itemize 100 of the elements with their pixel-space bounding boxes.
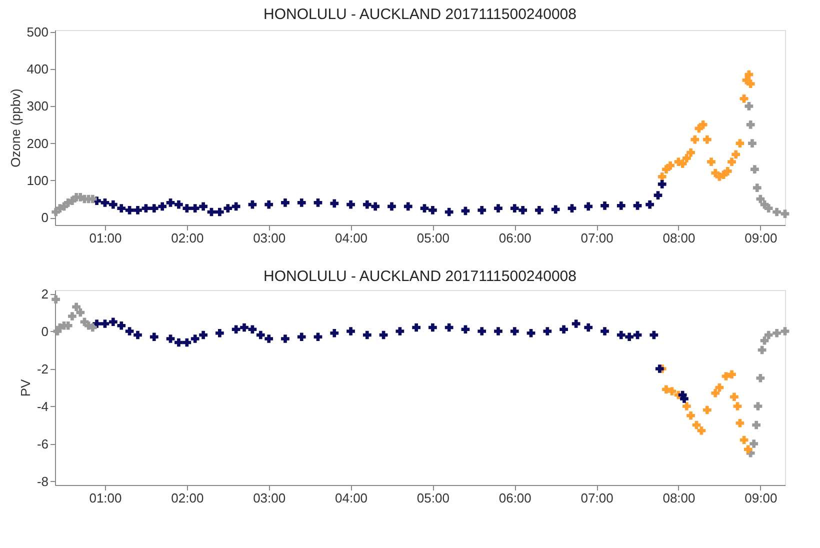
point [744, 445, 752, 454]
point [736, 418, 744, 428]
point [117, 204, 126, 212]
point [668, 387, 676, 396]
point [52, 295, 60, 304]
point [686, 411, 695, 420]
point [616, 202, 626, 210]
chart-title: HONOLULU - AUCKLAND 2017111500240008 [264, 268, 576, 285]
x-tick-label: 07:00 [580, 230, 614, 246]
point [682, 154, 691, 162]
point [560, 325, 568, 334]
point [478, 206, 486, 214]
point [248, 325, 257, 334]
point [702, 135, 712, 144]
point [158, 202, 167, 211]
point [600, 327, 609, 336]
point [264, 200, 274, 209]
x-tick-label: 06:00 [498, 230, 532, 246]
point [174, 338, 183, 347]
point [281, 334, 290, 343]
point [750, 440, 758, 448]
point [633, 202, 642, 210]
x-tick-label: 08:00 [662, 230, 696, 246]
point [655, 364, 664, 373]
point [650, 330, 658, 340]
point [330, 199, 339, 208]
point [764, 204, 773, 212]
point [730, 392, 738, 402]
point [744, 102, 754, 110]
point [750, 165, 759, 174]
point [756, 194, 765, 204]
point [746, 120, 755, 129]
point [100, 320, 110, 328]
x-tick-label: 05:00 [416, 490, 450, 506]
point [190, 334, 200, 343]
point [646, 200, 654, 209]
point [780, 210, 790, 218]
y-tick-label: 0 [41, 324, 48, 339]
point [297, 198, 306, 207]
point [711, 388, 720, 398]
point [134, 206, 142, 214]
y-tick-label: 200 [26, 136, 48, 151]
x-tick-label: 01:00 [89, 230, 122, 246]
point [174, 200, 183, 209]
point [746, 80, 755, 88]
point [125, 327, 134, 336]
point [182, 204, 192, 212]
point [707, 158, 716, 166]
y-tick-label: 2 [41, 286, 48, 302]
point [461, 206, 470, 216]
point [584, 323, 593, 332]
point [182, 338, 192, 347]
point [362, 200, 372, 209]
x-tick-label: 03:00 [253, 490, 286, 506]
point [444, 208, 454, 216]
point [346, 200, 355, 209]
point [728, 370, 736, 379]
point [772, 208, 781, 216]
point [543, 327, 552, 336]
point [526, 328, 536, 338]
point [478, 327, 486, 336]
point [224, 204, 232, 212]
point [100, 198, 110, 207]
point [166, 198, 175, 207]
point [733, 402, 742, 410]
point [404, 202, 412, 211]
point [142, 204, 150, 212]
x-tick-label: 01:00 [89, 490, 122, 506]
point [428, 206, 437, 214]
point [654, 191, 662, 200]
point [535, 206, 544, 214]
x-tick-label: 02:00 [171, 230, 204, 246]
point [190, 204, 200, 212]
point [428, 323, 437, 332]
point [150, 332, 158, 342]
point [666, 161, 674, 170]
y-tick-label: 0 [41, 210, 48, 226]
y-tick-label: -4 [36, 398, 48, 414]
point [108, 318, 118, 326]
point [690, 135, 700, 144]
x-tick-label: 07:00 [580, 490, 614, 506]
point [232, 202, 240, 211]
chart-title: HONOLULU - AUCKLAND 2017111500240008 [264, 6, 576, 23]
point [551, 205, 560, 214]
point [697, 426, 706, 435]
x-tick-label: 09:00 [744, 490, 778, 506]
y-tick-label: -6 [36, 436, 48, 452]
point [686, 148, 695, 157]
point [281, 198, 290, 207]
point [215, 328, 224, 338]
point [412, 323, 420, 332]
point [215, 208, 224, 216]
point [264, 334, 274, 343]
point [232, 325, 240, 334]
point [330, 328, 339, 338]
point [510, 327, 519, 336]
point [625, 332, 634, 342]
x-tick-label: 04:00 [334, 230, 368, 246]
point [764, 330, 773, 340]
point [125, 206, 134, 214]
